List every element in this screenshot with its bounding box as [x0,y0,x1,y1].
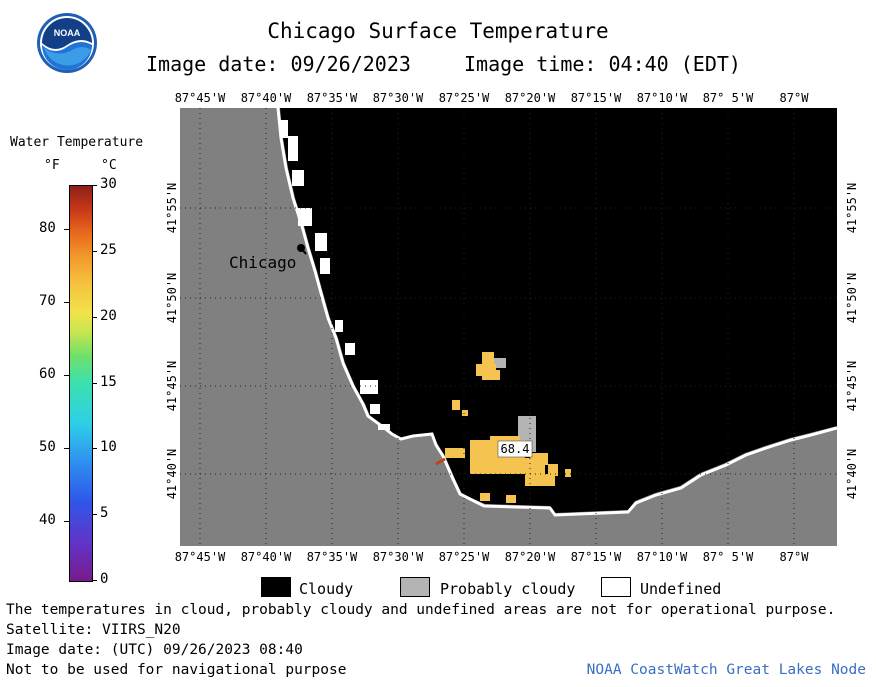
lon-label-bottom: 87°15'W [570,550,622,564]
legend-fahrenheit-label: 80 [39,219,56,236]
key-undefined-swatch [601,577,631,597]
legend-celsius-label: 5 [100,505,109,522]
logo-text: NOAA [54,28,81,38]
lake-michigan-cloud-area [280,108,837,513]
legend-celsius-tick [92,448,97,450]
lon-label-bottom: 87°10'W [636,550,688,564]
legend-celsius-tick [92,514,97,516]
lat-lon-grid [180,108,837,546]
legend-celsius-tick [92,316,97,318]
lat-label-left: 41°55'N [165,182,179,234]
legend-celsius-label: 30 [100,176,117,192]
page-title: Chicago Surface Temperature [267,19,609,43]
city-label-chicago: Chicago [229,253,296,272]
temperature-map: Chicago 68.4 [180,108,837,546]
lon-label-top: 87°10'W [636,91,688,105]
legend-unit-f: °F [44,158,60,173]
lon-label-bottom: 87°30'W [372,550,424,564]
lon-label-bottom: 87° 5'W [702,550,754,564]
legend-celsius-label: 10 [100,439,117,456]
legend-celsius-label: 0 [100,571,109,587]
legend-celsius-tick [92,250,97,252]
legend-fahrenheit-tick [64,302,69,304]
lon-label-top: 87°20'W [504,91,556,105]
legend-celsius-tick [92,185,97,186]
color-scale-bar [69,185,93,582]
key-probably-cloudy-label: Probably cloudy [440,580,576,598]
lon-label-bottom: 87°45'W [174,550,226,564]
lon-label-top: 87° 5'W [702,91,754,105]
key-cloudy-swatch [261,577,291,597]
lat-label-right: 41°40'N [845,448,859,500]
lon-label-top: 87°30'W [372,91,424,105]
lon-label-bottom: 87°40'W [240,550,292,564]
lon-label-top: 87°25'W [438,91,490,105]
lat-label-left: 41°45'N [165,360,179,412]
legend-fahrenheit-label: 50 [39,439,56,456]
lon-label-bottom: 87°35'W [306,550,358,564]
lat-label-right: 41°55'N [845,182,859,234]
legend-celsius-label: 25 [100,241,117,258]
lat-label-right: 41°50'N [845,272,859,324]
lon-label-top: 87°15'W [570,91,622,105]
image-time: Image time: 04:40 (EDT) [464,52,741,76]
lon-label-bottom: 87°25'W [438,550,490,564]
noaa-node-label: NOAA CoastWatch Great Lakes Node [586,662,866,678]
legend-fahrenheit-tick [64,375,69,377]
key-cloudy-label: Cloudy [299,580,354,598]
lon-label-bottom: 87°20'W [504,550,556,564]
legend-unit-c: °C [101,158,117,173]
chicago-marker-tail [300,247,307,255]
legend-celsius-label: 20 [100,307,117,324]
legend-fahrenheit-label: 60 [39,366,56,383]
legend-celsius-tick [92,382,97,384]
undefined-pixels [280,120,390,430]
image-date: Image date: 09/26/2023 [146,52,411,76]
temperature-label-box [497,440,533,458]
legend-title: Water Temperature [10,135,144,150]
legend-fahrenheit-tick [64,521,69,523]
disclaimer-text: The temperatures in cloud, probably clou… [6,602,836,618]
lat-label-right: 41°45'N [845,360,859,412]
lon-label-top: 87°W [779,91,809,105]
noaa-logo: NOAA [37,13,97,73]
key-probably-cloudy-swatch [400,577,430,597]
key-undefined-label: Undefined [640,580,722,598]
utc-date-text: Image date: (UTC) 09/26/2023 08:40 [6,642,303,658]
navigation-warning: Not to be used for navigational purpose [6,662,347,678]
lon-label-top: 87°45'W [174,91,226,105]
warm-nearshore-pixels [435,457,446,466]
legend-fahrenheit-label: 40 [39,512,56,529]
lat-label-left: 41°40'N [165,448,179,500]
legend-celsius-tick [92,580,97,581]
lon-label-top: 87°40'W [240,91,292,105]
lon-label-bottom: 87°W [779,550,809,564]
lat-label-left: 41°50'N [165,272,179,324]
legend-fahrenheit-tick [64,228,69,230]
legend-fahrenheit-label: 70 [39,293,56,310]
lon-label-top: 87°35'W [306,91,358,105]
satellite-text: Satellite: VIIRS_N20 [6,622,181,638]
legend-fahrenheit-tick [64,448,69,450]
legend-celsius-label: 15 [100,373,117,390]
temperature-label: 68.4 [501,442,530,456]
shoreline-undefined-band [276,108,837,517]
